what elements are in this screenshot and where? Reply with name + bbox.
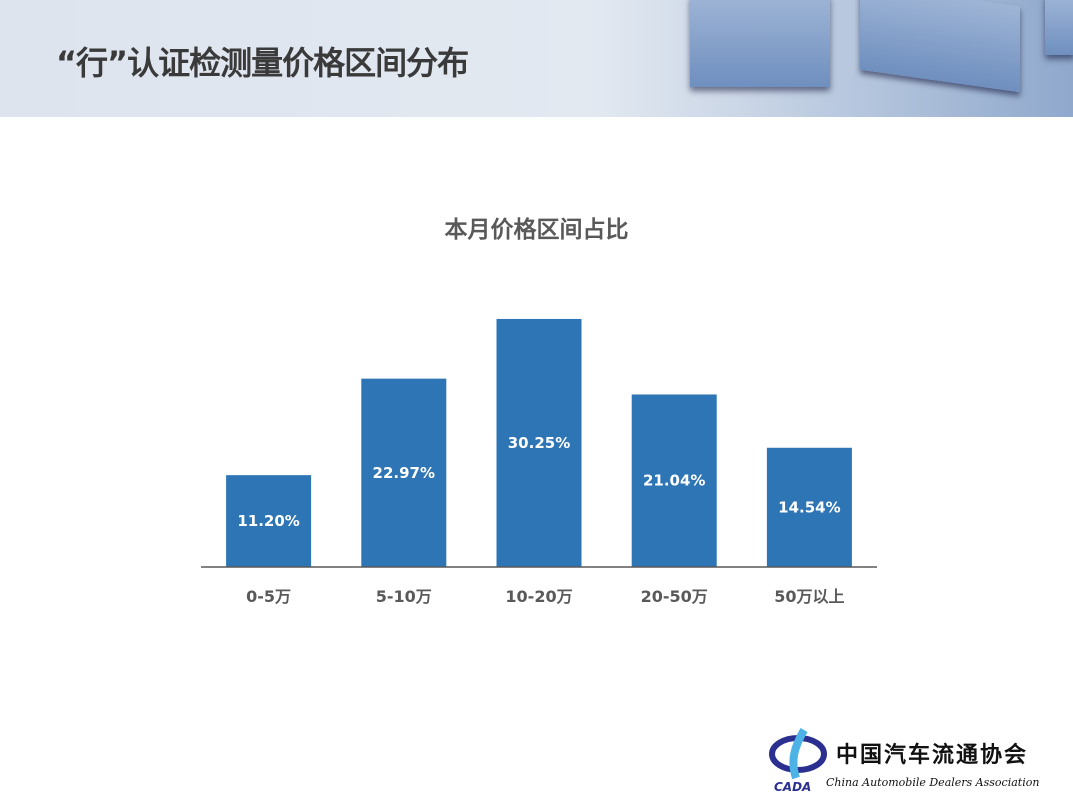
cada-emblem-icon bbox=[769, 728, 827, 780]
decorative-cube bbox=[690, 0, 830, 87]
data-label: 11.20% bbox=[237, 512, 299, 530]
bar bbox=[631, 394, 717, 567]
slide-header: “行”认证检测量价格区间分布 bbox=[0, 0, 1073, 117]
bar bbox=[766, 447, 852, 567]
data-label: 14.54% bbox=[778, 498, 840, 516]
decorative-cube bbox=[1045, 0, 1073, 55]
data-label: 21.04% bbox=[643, 472, 705, 490]
cada-logo: CADA 中国汽车流通协会 China Automobile Dealers A… bbox=[768, 728, 1068, 798]
chart-title: 本月价格区间占比 bbox=[444, 217, 629, 243]
logo-name-cn: 中国汽车流通协会 bbox=[836, 742, 1029, 768]
x-tick-label: 10-20万 bbox=[505, 587, 572, 606]
x-tick-label: 50万以上 bbox=[774, 587, 844, 606]
bar bbox=[226, 475, 312, 567]
x-tick-label: 5-10万 bbox=[376, 587, 432, 606]
x-tick-label: 20-50万 bbox=[641, 587, 708, 606]
logo-name-en: China Automobile Dealers Association bbox=[826, 776, 1040, 789]
logo-abbreviation: CADA bbox=[774, 780, 812, 794]
data-label: 22.97% bbox=[373, 464, 435, 482]
bar bbox=[361, 378, 447, 567]
data-label: 30.25% bbox=[508, 434, 570, 452]
page-title: “行”认证检测量价格区间分布 bbox=[56, 44, 469, 82]
bar bbox=[496, 318, 582, 567]
x-tick-label: 0-5万 bbox=[246, 587, 291, 606]
